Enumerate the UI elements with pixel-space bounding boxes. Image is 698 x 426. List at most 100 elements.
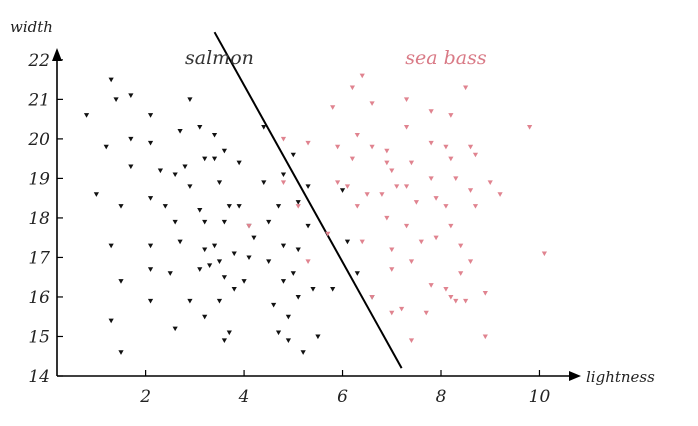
salmon-point bbox=[128, 164, 134, 170]
sea-bass-point bbox=[403, 223, 410, 229]
x-tick-label: 10 bbox=[529, 387, 551, 407]
sea-bass-point bbox=[295, 204, 301, 209]
salmon-point bbox=[202, 247, 208, 253]
salmon-point bbox=[172, 172, 178, 178]
axis-ticks: 2 4 6 8 10 14 15 16 17 18 19 20 21 22 bbox=[27, 51, 550, 407]
sea-bass-point bbox=[389, 168, 395, 174]
sea-bass-point bbox=[369, 101, 375, 106]
salmon-point bbox=[231, 251, 237, 257]
sea-bass-class-label: sea bass bbox=[405, 47, 487, 69]
salmon-point bbox=[285, 314, 291, 320]
salmon-point bbox=[231, 287, 237, 292]
y-tick-label: 14 bbox=[28, 367, 50, 387]
sea-bass-point bbox=[389, 267, 395, 272]
x-axis-title: lightness bbox=[586, 368, 655, 386]
sea-bass-point bbox=[428, 176, 434, 182]
sea-bass-point bbox=[482, 334, 488, 340]
y-tick-label: 20 bbox=[27, 130, 50, 150]
y-tick-label: 18 bbox=[28, 209, 50, 229]
salmon-point bbox=[157, 168, 163, 174]
salmon-point bbox=[354, 271, 360, 276]
sea-bass-point bbox=[349, 85, 355, 91]
salmon-point bbox=[103, 144, 109, 150]
salmon-point bbox=[197, 267, 203, 272]
salmon-point bbox=[211, 243, 218, 249]
sea-bass-point bbox=[497, 192, 503, 197]
sea-bass-point bbox=[344, 184, 351, 189]
salmon-point bbox=[315, 334, 321, 340]
sea-bass-point bbox=[423, 310, 429, 316]
salmon-point bbox=[290, 271, 296, 276]
sea-bass-point bbox=[379, 192, 385, 197]
y-tick-label: 19 bbox=[28, 169, 50, 189]
sea-bass-point bbox=[428, 109, 434, 114]
salmon-point bbox=[251, 235, 257, 241]
salmon-point bbox=[246, 255, 252, 261]
sea-bass-point bbox=[305, 140, 311, 146]
y-axis-title: width bbox=[10, 18, 53, 36]
sea-bass-point bbox=[472, 204, 479, 209]
sea-bass-point bbox=[354, 204, 360, 209]
sea-bass-point bbox=[448, 223, 454, 229]
sea-bass-point bbox=[246, 223, 252, 229]
sea-bass-point bbox=[354, 132, 360, 138]
sea-bass-point bbox=[369, 294, 375, 300]
sea-bass-point bbox=[448, 156, 454, 162]
salmon-point bbox=[330, 287, 336, 292]
sea-bass-point bbox=[472, 152, 479, 158]
y-tick-label: 21 bbox=[27, 90, 50, 110]
salmon-point bbox=[300, 350, 306, 355]
sea-bass-point bbox=[349, 156, 355, 162]
sea-bass-point bbox=[428, 283, 434, 288]
salmon-point bbox=[211, 156, 218, 162]
salmon-point bbox=[266, 259, 272, 264]
sea-bass-point bbox=[448, 294, 454, 300]
salmon-point bbox=[167, 271, 173, 276]
salmon-point bbox=[310, 287, 316, 292]
sea-bass-point bbox=[325, 231, 331, 237]
sea-bass-point bbox=[443, 204, 449, 209]
salmon-point bbox=[202, 219, 208, 225]
salmon-point bbox=[197, 208, 203, 213]
sea-bass-point bbox=[467, 259, 474, 264]
salmon-point bbox=[261, 125, 267, 130]
salmon-point bbox=[202, 156, 208, 162]
sea-bass-point bbox=[280, 136, 287, 142]
sea-bass-point bbox=[389, 310, 395, 316]
salmon-point bbox=[187, 97, 193, 102]
salmon-point bbox=[221, 338, 227, 344]
sea-bass-point bbox=[384, 215, 390, 221]
salmon-point bbox=[128, 136, 134, 142]
salmon-point bbox=[295, 200, 301, 205]
salmon-point bbox=[108, 318, 114, 324]
sea-bass-point bbox=[359, 73, 365, 79]
salmon-point bbox=[108, 77, 114, 83]
salmon-class-label: salmon bbox=[185, 47, 254, 69]
salmon-point bbox=[305, 184, 311, 189]
salmon-point bbox=[118, 350, 124, 355]
x-tick-label: 8 bbox=[436, 387, 447, 407]
sea-bass-point bbox=[487, 180, 493, 185]
sea-bass-point bbox=[359, 239, 365, 245]
salmon-point bbox=[207, 263, 213, 268]
salmon-point bbox=[162, 204, 168, 209]
salmon-point bbox=[172, 326, 178, 332]
y-tick-label: 22 bbox=[27, 51, 50, 71]
salmon-point bbox=[147, 196, 154, 201]
salmon-point bbox=[285, 338, 291, 344]
salmon-point bbox=[177, 239, 183, 245]
x-tick-label: 6 bbox=[337, 387, 348, 407]
salmon-point bbox=[211, 132, 218, 138]
sea-bass-point bbox=[458, 271, 464, 276]
y-tick-label: 15 bbox=[28, 327, 50, 347]
salmon-point bbox=[275, 330, 282, 336]
y-tick-label: 17 bbox=[28, 248, 50, 268]
sea-bass-point bbox=[413, 200, 419, 205]
salmon-point bbox=[128, 93, 134, 99]
salmon-point bbox=[147, 267, 154, 272]
salmon-point bbox=[147, 243, 154, 249]
sea-bass-point bbox=[408, 259, 415, 264]
sea-bass-point bbox=[305, 259, 311, 264]
sea-bass-point bbox=[448, 113, 454, 118]
